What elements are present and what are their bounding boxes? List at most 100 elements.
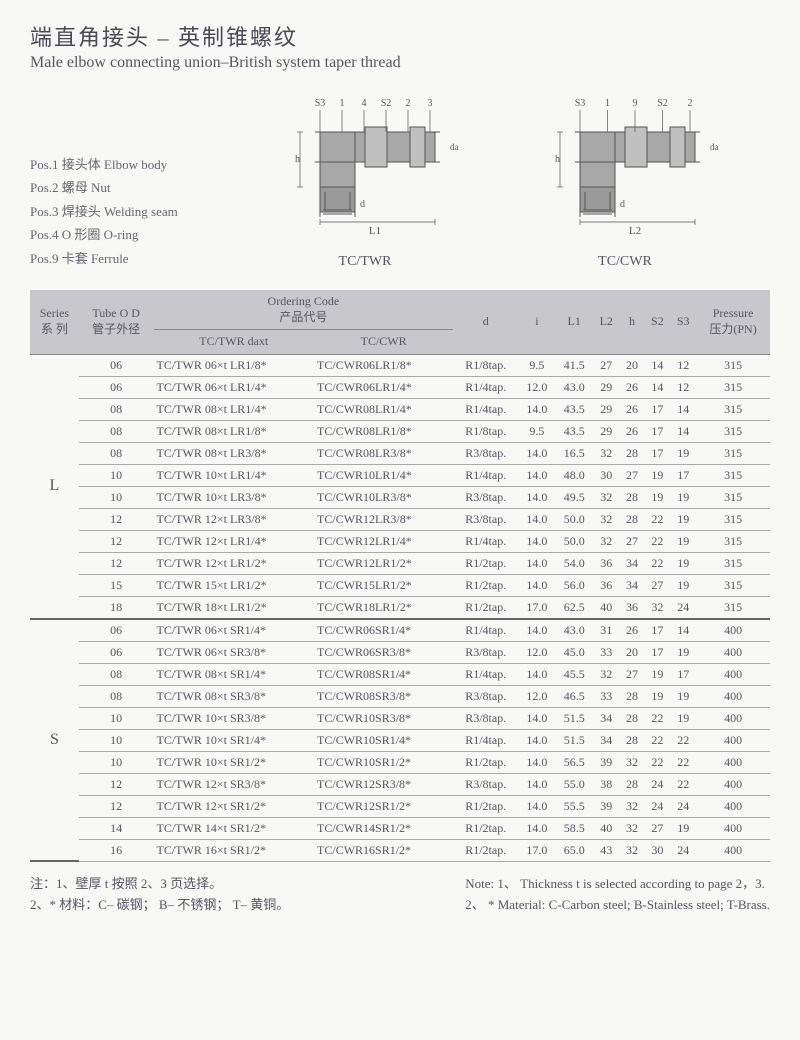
- cell: 14.0: [518, 619, 555, 642]
- cell: 16: [79, 839, 154, 861]
- title-cn: 端直角接头 – 英制锥螺纹: [30, 20, 770, 52]
- cell: TC/CWR12LR1/4*: [314, 530, 453, 552]
- cell: R1/4tap.: [453, 376, 518, 398]
- cell: TC/TWR 12×t LR1/2*: [154, 552, 315, 574]
- cell: TC/CWR10SR3/8*: [314, 707, 453, 729]
- cell: 32: [620, 795, 645, 817]
- cell: 14: [670, 398, 696, 420]
- svg-text:1: 1: [340, 98, 345, 109]
- svg-text:L2: L2: [629, 225, 641, 237]
- table-row: 08TC/TWR 08×t LR3/8*TC/CWR08LR3/8*R3/8ta…: [30, 442, 770, 464]
- elbow-diagram-svg: S319S22 h d L2 da: [525, 92, 725, 242]
- cell: R1/2tap.: [453, 795, 518, 817]
- cell: TC/TWR 12×t LR3/8*: [154, 508, 315, 530]
- cell: 32: [593, 486, 620, 508]
- th-tube: Tube O D 管子外径: [79, 290, 154, 354]
- table-row: 15TC/TWR 15×t LR1/2*TC/CWR15LR1/2*R1/2ta…: [30, 574, 770, 596]
- cell: 315: [696, 420, 770, 442]
- note-en: Note: 1、 Thickness t is selected accordi…: [465, 874, 770, 895]
- cell: 400: [696, 685, 770, 707]
- cell: 22: [644, 751, 670, 773]
- cell: 400: [696, 619, 770, 642]
- cell: 315: [696, 486, 770, 508]
- cell: TC/TWR 08×t LR3/8*: [154, 442, 315, 464]
- table-row: 10TC/TWR 10×t SR1/2*TC/CWR10SR1/2*R1/2ta…: [30, 751, 770, 773]
- cell: 14.0: [518, 508, 555, 530]
- cell: TC/TWR 08×t LR1/4*: [154, 398, 315, 420]
- note-cn: 2、* 材料：C– 碳钢； B– 不锈钢； T– 黄铜。: [30, 895, 289, 916]
- th-cwr: TC/CWR: [314, 330, 453, 355]
- cell: R3/8tap.: [453, 486, 518, 508]
- cell: TC/CWR10SR1/2*: [314, 751, 453, 773]
- pos-item: Pos.9 卡套 Ferrule: [30, 247, 200, 270]
- cell: 30: [593, 464, 620, 486]
- cell: 32: [620, 751, 645, 773]
- cell: R1/8tap.: [453, 354, 518, 376]
- svg-text:L1: L1: [369, 225, 381, 237]
- note-cn: 注：1、壁厚 t 按照 2、3 页选择。: [30, 874, 289, 895]
- cell: 26: [620, 619, 645, 642]
- cell: R1/4tap.: [453, 619, 518, 642]
- cell: 16.5: [556, 442, 593, 464]
- table-row: 10TC/TWR 10×t LR3/8*TC/CWR10LR3/8*R3/8ta…: [30, 486, 770, 508]
- cell: TC/TWR 14×t SR1/2*: [154, 817, 315, 839]
- table-row: 14TC/TWR 14×t SR1/2*TC/CWR14SR1/2*R1/2ta…: [30, 817, 770, 839]
- svg-text:9: 9: [633, 98, 638, 109]
- th-d: d: [453, 290, 518, 354]
- cell: TC/CWR08LR1/8*: [314, 420, 453, 442]
- cell: 14: [670, 420, 696, 442]
- diagram-label: TC/CWR: [525, 254, 725, 270]
- svg-text:S3: S3: [315, 98, 326, 109]
- notes: 注：1、壁厚 t 按照 2、3 页选择。 2、* 材料：C– 碳钢； B– 不锈…: [30, 874, 770, 916]
- cell: 14.0: [518, 773, 555, 795]
- cell: 14: [644, 376, 670, 398]
- cell: TC/TWR 10×t SR1/4*: [154, 729, 315, 751]
- cell: 54.0: [556, 552, 593, 574]
- cell: R1/4tap.: [453, 530, 518, 552]
- cell: 17: [644, 641, 670, 663]
- cell: 12: [670, 354, 696, 376]
- table-row: 06TC/TWR 06×t LR1/4*TC/CWR06LR1/4*R1/4ta…: [30, 376, 770, 398]
- cell: 17: [644, 420, 670, 442]
- table-row: 10TC/TWR 10×t SR1/4*TC/CWR10SR1/4*R1/4ta…: [30, 729, 770, 751]
- cell: 12.0: [518, 685, 555, 707]
- cell: 315: [696, 376, 770, 398]
- cell: 45.0: [556, 641, 593, 663]
- cell: 50.0: [556, 530, 593, 552]
- cell: 400: [696, 795, 770, 817]
- cell: R3/8tap.: [453, 442, 518, 464]
- diagram-section: Pos.1 接头体 Elbow body Pos.2 螺母 Nut Pos.3 …: [30, 92, 770, 270]
- cell: 22: [670, 773, 696, 795]
- cell: 400: [696, 729, 770, 751]
- cell: TC/TWR 12×t LR1/4*: [154, 530, 315, 552]
- cell: 06: [79, 354, 154, 376]
- th-order: Ordering Code 产品代号: [154, 290, 454, 330]
- cell: 315: [696, 442, 770, 464]
- cell: 40: [593, 596, 620, 619]
- cell: 20: [620, 641, 645, 663]
- cell: 28: [620, 707, 645, 729]
- cell: 19: [670, 530, 696, 552]
- cell: 28: [620, 508, 645, 530]
- cell: 41.5: [556, 354, 593, 376]
- th-s2: S2: [644, 290, 670, 354]
- cell: 26: [620, 398, 645, 420]
- cell: 14.0: [518, 574, 555, 596]
- table-row: 12TC/TWR 12×t LR1/2*TC/CWR12LR1/2*R1/2ta…: [30, 552, 770, 574]
- svg-text:2: 2: [688, 98, 693, 109]
- cell: R1/4tap.: [453, 663, 518, 685]
- cell: 26: [620, 420, 645, 442]
- cell: 14.0: [518, 707, 555, 729]
- cell: 48.0: [556, 464, 593, 486]
- cell: 22: [670, 751, 696, 773]
- cell: 14.0: [518, 751, 555, 773]
- cell: R1/4tap.: [453, 464, 518, 486]
- cell: 14.0: [518, 729, 555, 751]
- cell: 28: [620, 773, 645, 795]
- table-row: 10TC/TWR 10×t LR1/4*TC/CWR10LR1/4*R1/4ta…: [30, 464, 770, 486]
- cell: R1/2tap.: [453, 751, 518, 773]
- cell: 27: [644, 817, 670, 839]
- cell: 19: [670, 817, 696, 839]
- cell: R3/8tap.: [453, 508, 518, 530]
- cell: 15: [79, 574, 154, 596]
